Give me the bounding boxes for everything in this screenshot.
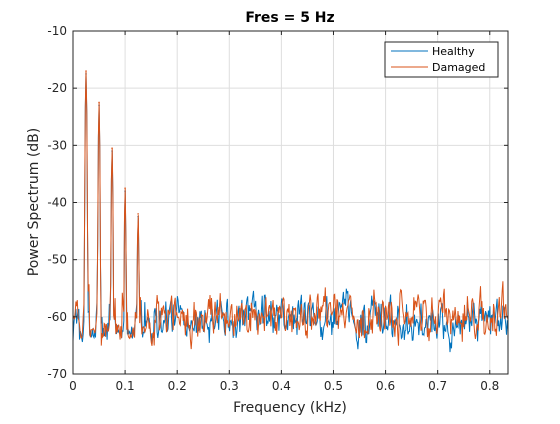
x-tick-label: 0.7 xyxy=(428,379,447,393)
x-tick-label: 0.4 xyxy=(272,379,291,393)
y-tick-label: -20 xyxy=(47,81,67,95)
legend-label-damaged: Damaged xyxy=(432,61,485,74)
x-axis-label: Frequency (kHz) xyxy=(233,400,347,416)
chart-title: Fres = 5 Hz xyxy=(245,10,334,26)
legend: Healthy Damaged xyxy=(384,41,499,78)
y-tick-label: -30 xyxy=(47,138,67,152)
ticks: 0 0.1 0.2 0.3 0.4 0.5 0.6 0.7 0.8 -70 -60 -50 -40 -30… xyxy=(47,24,508,393)
y-tick-label: -70 xyxy=(47,367,67,381)
y-tick-label: -40 xyxy=(47,196,67,210)
x-tick-label: 0.1 xyxy=(116,379,135,393)
series-layer xyxy=(73,70,508,353)
legend-label-healthy: Healthy xyxy=(432,45,475,58)
peak-point-damaged-3 xyxy=(124,187,126,190)
peak-point-damaged-4 xyxy=(137,213,139,215)
peak-point-damaged-0 xyxy=(85,70,87,72)
x-tick-label: 0.2 xyxy=(168,379,187,393)
x-tick-label: 0.3 xyxy=(220,379,239,393)
x-tick-label: 0.8 xyxy=(480,379,499,393)
peak-point-damaged-1 xyxy=(98,101,100,104)
y-tick-label: -10 xyxy=(47,24,67,38)
peak-point-damaged-2 xyxy=(111,147,113,149)
series-line-damaged xyxy=(73,71,508,350)
y-axis-label: Power Spectrum (dB) xyxy=(26,128,42,276)
legend-box xyxy=(384,41,499,78)
y-tick-label: -50 xyxy=(47,253,67,267)
x-tick-label: 0.6 xyxy=(376,379,395,393)
x-tick-label: 0.5 xyxy=(324,379,343,393)
y-tick-label: -60 xyxy=(47,310,67,324)
x-tick-label: 0 xyxy=(69,379,77,393)
